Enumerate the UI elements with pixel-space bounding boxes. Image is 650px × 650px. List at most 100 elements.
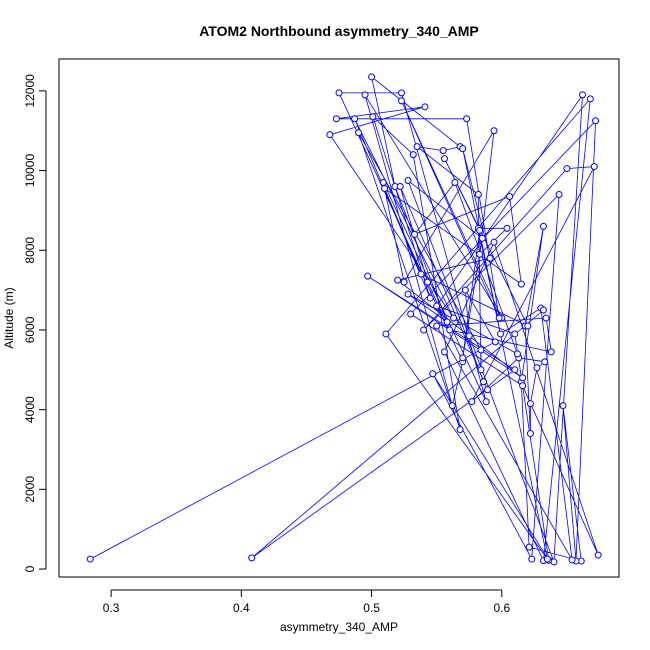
data-point <box>381 185 389 192</box>
data-point <box>579 91 587 99</box>
data-point <box>424 278 432 286</box>
data-point <box>443 318 451 326</box>
data-point <box>476 250 484 258</box>
data-point <box>541 358 549 366</box>
data-point <box>326 131 334 139</box>
data-point <box>382 330 390 338</box>
y-tick-label: 2000 <box>23 476 37 503</box>
data-point <box>594 551 602 559</box>
data-point <box>503 224 511 232</box>
data-point <box>448 402 456 410</box>
data-point <box>542 314 550 322</box>
data-point <box>526 430 534 438</box>
data-point <box>486 254 494 262</box>
data-point <box>440 348 448 356</box>
y-tick-label: 8000 <box>23 237 37 264</box>
x-tick-label: 0.4 <box>233 601 250 615</box>
data-point <box>407 310 415 318</box>
axes-layer: 0.3 0.4 0.5 0.6 0 2000 4000 6000 8000 10000 12000 <box>23 74 510 615</box>
data-point <box>451 179 459 187</box>
data-point <box>446 326 454 334</box>
x-tick-label: 0.6 <box>493 601 510 615</box>
data-point <box>394 276 402 284</box>
chart-title: ATOM2 Northbound asymmetry_340_AMP <box>199 23 479 39</box>
data-point <box>368 73 376 81</box>
data-point <box>463 115 471 123</box>
data-point <box>495 314 503 322</box>
data-point <box>355 129 363 137</box>
data-point <box>586 95 594 103</box>
data-point <box>547 348 555 356</box>
y-tick-label: 12000 <box>23 74 37 108</box>
data-point <box>555 190 563 198</box>
data-point <box>482 398 490 406</box>
data-point <box>459 145 467 153</box>
series-line <box>90 75 599 563</box>
data-point <box>248 554 256 562</box>
data-point <box>369 113 377 121</box>
data-point <box>559 402 567 410</box>
y-tick-label: 10000 <box>23 154 37 188</box>
data-point <box>413 143 421 151</box>
data-point <box>519 382 527 390</box>
data-point <box>477 346 485 354</box>
y-axis-label: Altitude (m) <box>2 287 16 348</box>
data-point <box>563 165 571 173</box>
data-point <box>364 272 372 280</box>
data-point <box>411 230 419 238</box>
data-point <box>517 280 525 288</box>
data-point <box>539 222 547 230</box>
data-point <box>533 364 541 372</box>
data-point <box>477 366 485 374</box>
data-point <box>396 183 404 191</box>
data-point <box>439 147 447 155</box>
data-point <box>426 294 434 302</box>
y-tick-label: 4000 <box>23 396 37 423</box>
data-point <box>528 555 536 563</box>
data-point <box>332 115 340 123</box>
data-point <box>433 322 441 330</box>
data-point <box>511 330 519 338</box>
data-point <box>491 338 499 346</box>
data-point <box>461 286 469 294</box>
data-point <box>543 555 551 563</box>
x-axis-label: asymmetry_340_AMP <box>280 620 398 634</box>
data-point <box>468 398 476 406</box>
data-point <box>496 330 504 338</box>
data-point <box>450 314 458 322</box>
data-point <box>409 151 417 159</box>
data-point <box>421 103 429 111</box>
data-point <box>335 89 343 97</box>
data-point <box>526 400 534 408</box>
series-layer <box>86 73 602 566</box>
plot-box <box>58 58 620 578</box>
data-point <box>404 177 412 185</box>
x-tick-label: 0.3 <box>103 601 120 615</box>
data-point <box>511 366 519 374</box>
data-point <box>86 555 94 563</box>
data-point <box>506 192 514 200</box>
data-point <box>465 332 473 340</box>
data-point <box>351 115 359 123</box>
data-point <box>398 89 406 97</box>
data-point <box>480 378 488 386</box>
y-tick-label: 6000 <box>23 316 37 343</box>
data-point <box>440 155 448 163</box>
data-point <box>429 370 437 378</box>
data-point <box>490 127 498 135</box>
data-point <box>490 238 498 246</box>
x-tick-label: 0.5 <box>363 601 380 615</box>
data-point <box>478 234 486 242</box>
data-point <box>420 326 428 334</box>
data-point <box>568 556 576 564</box>
data-point <box>459 354 467 362</box>
data-point <box>404 290 412 298</box>
data-point <box>476 226 484 234</box>
data-point <box>433 302 441 310</box>
data-point <box>474 190 482 198</box>
data-point <box>361 91 369 99</box>
data-point <box>398 97 406 105</box>
data-point <box>513 350 521 358</box>
y-tick-label: 0 <box>23 565 37 572</box>
